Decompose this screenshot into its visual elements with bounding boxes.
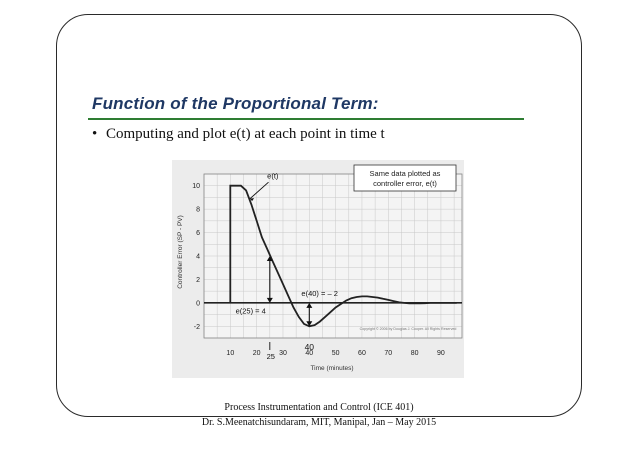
arrow-e40-head-up: [306, 302, 313, 308]
copyright-text: Copyright © 2006 by Douglas J. Cooper. A…: [360, 327, 457, 331]
x-tick-label: 90: [437, 350, 445, 357]
mark-25-label: 25: [267, 352, 275, 361]
et-pointer-head: [250, 198, 255, 202]
bullet-dot: •: [92, 126, 98, 142]
bullet-item: • Computing and plot e(t) at each point i…: [92, 126, 385, 143]
x-axis-label: Time (minutes): [310, 365, 353, 372]
y-tick-label: 10: [192, 183, 200, 190]
footer-author: Dr. S.Meenatchisundaram, MIT, Manipal, J…: [201, 417, 437, 428]
x-tick-label: 40: [305, 350, 313, 357]
y-tick-labels: 10 8 6 4 2 0 -2: [192, 183, 200, 331]
bullet-text: Computing and plot e(t) at each point in…: [106, 126, 385, 142]
x-tick-label: 70: [384, 350, 392, 357]
mark-40-label: 40: [305, 342, 315, 352]
plot-frame: [203, 173, 463, 339]
e40-label: e(40) = – 2: [301, 289, 337, 298]
x-tick-labels: 10 20 30 40 50 60 70 80 90: [226, 350, 445, 357]
arrow-e25-head-down: [266, 297, 273, 303]
legend-line-1: Same data plotted as: [370, 169, 441, 178]
arrow-e25-head-up: [266, 256, 273, 261]
legend-box: Same data plotted as controller error, e…: [353, 164, 457, 192]
title-underline: [88, 118, 524, 120]
y-tick-label: 0: [196, 300, 200, 307]
slide-title: Function of the Proportional Term:: [92, 94, 379, 113]
x-tick-label: 50: [332, 350, 340, 357]
et-label: e(t): [267, 172, 279, 181]
x-tick-label: 80: [411, 350, 419, 357]
y-tick-label: 6: [196, 230, 200, 237]
x-tick-label: 30: [279, 350, 287, 357]
y-axis-label: Controller Error (SP - PV): [177, 215, 184, 289]
arrow-e40-head-down: [306, 321, 313, 327]
series-e-t: [229, 184, 457, 328]
slide-frame: [56, 14, 582, 417]
x-tick-label: 20: [253, 350, 261, 357]
chart-image: 10 8 6 4 2 0 -2 10 20 30 40 50 60 70 80 90 e(t) e(25) =…: [172, 160, 464, 378]
annotations: e(t) e(25) = 4 e(40) = – 2 25 40: [236, 172, 338, 361]
e25-label: e(25) = 4: [236, 306, 266, 315]
x-tick-label: 10: [226, 350, 234, 357]
y-tick-label: 8: [196, 207, 200, 214]
y-tick-label: 2: [196, 277, 200, 284]
et-pointer: [249, 181, 269, 199]
footer-course: Process Instrumentation and Control (ICE…: [224, 402, 414, 413]
y-tick-label: 4: [196, 254, 200, 261]
y-tick-label: -2: [194, 324, 200, 331]
legend-line-2: controller error, e(t): [373, 179, 437, 188]
x-tick-label: 60: [358, 350, 366, 357]
